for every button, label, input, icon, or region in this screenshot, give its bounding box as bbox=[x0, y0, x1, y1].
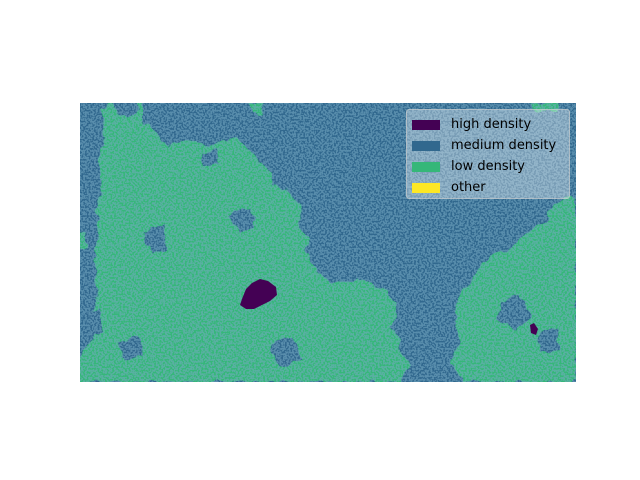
legend-swatch-high-density bbox=[412, 119, 440, 130]
legend-label: other bbox=[451, 180, 486, 195]
legend-item-medium-density: medium density bbox=[412, 135, 569, 156]
legend-label: medium density bbox=[451, 138, 557, 153]
legend-swatch-other bbox=[412, 182, 440, 193]
high-density-region bbox=[240, 279, 538, 335]
legend-item-other: other bbox=[412, 177, 569, 198]
legend-item-high-density: high density bbox=[412, 114, 569, 135]
legend-swatch-medium-density bbox=[412, 140, 440, 151]
legend-label: low density bbox=[451, 159, 525, 174]
legend: high density medium density low density … bbox=[406, 109, 570, 199]
legend-swatch-low-density bbox=[412, 161, 440, 172]
density-map bbox=[80, 103, 576, 382]
legend-item-low-density: low density bbox=[412, 156, 569, 177]
legend-label: high density bbox=[451, 117, 532, 132]
